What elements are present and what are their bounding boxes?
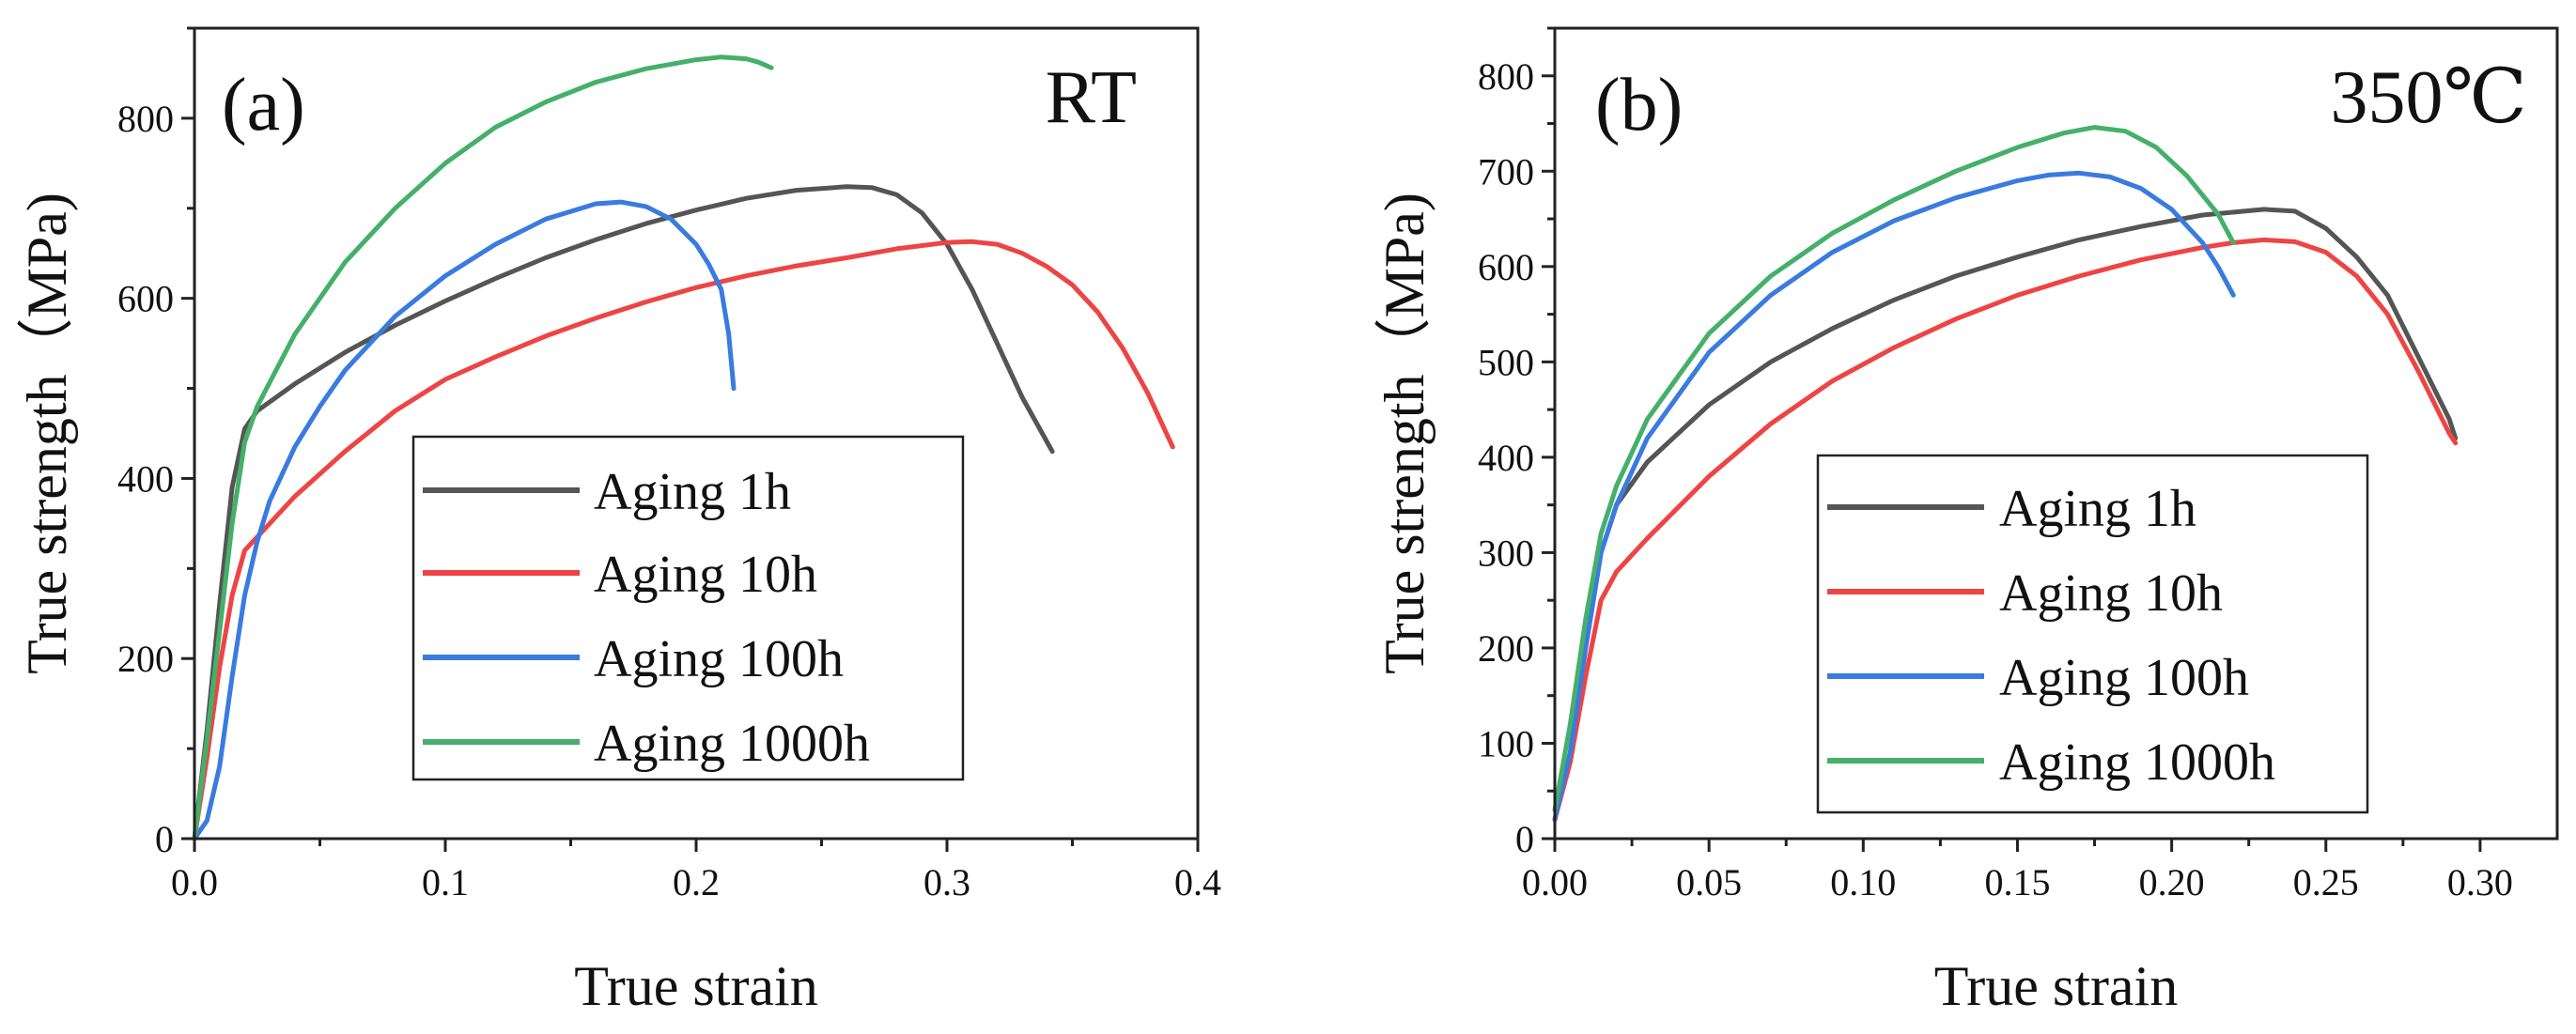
chart2-y-tick-label: 200 bbox=[1478, 627, 1534, 670]
chart2-legend-box bbox=[1816, 454, 2369, 814]
chart2-plot-frame bbox=[1553, 26, 2559, 841]
chart1-series-aging-1h bbox=[192, 184, 1055, 841]
chart1-legend: Aging 1h Aging 10h Aging 100h Aging 1000h bbox=[411, 435, 965, 781]
chart1-y-axis-title: True strength（MPa) bbox=[16, 193, 78, 674]
chart1-y-tick-label: 200 bbox=[117, 638, 174, 680]
chart1-panel-label: (a) bbox=[222, 64, 305, 147]
chart2-x-tick-label: 0.20 bbox=[2139, 861, 2205, 903]
chart2-series-aging-1000h bbox=[1552, 125, 2236, 812]
chart2-x-tick-label: 0.10 bbox=[1830, 861, 1896, 903]
chart1-series-aging-1000h bbox=[192, 54, 774, 841]
chart2-series-aging-100h bbox=[1552, 170, 2236, 823]
chart2-legend-label-aging-1000h: Aging 1000h bbox=[1999, 733, 2275, 792]
chart1-x-tick-label: 0.2 bbox=[673, 861, 720, 903]
chart1-x-tick-label: 0.1 bbox=[422, 861, 469, 903]
chart2-legend-label-aging-100h: Aging 100h bbox=[1999, 649, 2249, 707]
chart1-y-tick-label: 600 bbox=[117, 278, 174, 320]
chart1-x-tick-label: 0.0 bbox=[171, 861, 218, 903]
chart2-legend-label-aging-1h: Aging 1h bbox=[1999, 480, 2196, 538]
chart2-legend-label-aging-10h: Aging 10h bbox=[1999, 564, 2223, 623]
chart1-legend-box bbox=[411, 435, 965, 781]
chart1-y-tick-label: 800 bbox=[117, 98, 174, 140]
chart1-panel: 0.0 0.1 0.2 0.3 0.4 0 200 400 600 800 True strain T… bbox=[16, 26, 1221, 1017]
chart2-panel-label: (b) bbox=[1595, 64, 1683, 147]
chart2-x-tick-label: 0.25 bbox=[2293, 861, 2359, 903]
chart2-y-tick-label: 0 bbox=[1515, 818, 1534, 860]
chart1-legend-label-aging-1000h: Aging 1000h bbox=[594, 715, 870, 773]
chart1-series-aging-100h bbox=[192, 199, 737, 841]
chart2-y-tick-label: 100 bbox=[1478, 722, 1534, 764]
chart1-x-tick-label: 0.3 bbox=[923, 861, 970, 903]
chart2-series-group bbox=[1552, 125, 2459, 823]
chart2-x-tick-label: 0.30 bbox=[2447, 861, 2513, 903]
chart1-legend-label-aging-1h: Aging 1h bbox=[594, 463, 791, 521]
chart2-legend: Aging 1h Aging 10h Aging 100h Aging 1000h bbox=[1816, 454, 2369, 814]
chart1-condition-label: RT bbox=[1046, 56, 1137, 139]
chart2-series-aging-10h bbox=[1552, 237, 2459, 823]
chart2-y-tick-label: 500 bbox=[1478, 341, 1534, 383]
chart2-y-tick-label: 300 bbox=[1478, 532, 1534, 574]
chart1-x-axis-title: True strain bbox=[574, 955, 817, 1017]
chart2-x-tick-label: 0.00 bbox=[1522, 861, 1588, 903]
chart2-y-tick-label: 700 bbox=[1478, 150, 1534, 193]
chart2-x-tick-label: 0.05 bbox=[1676, 861, 1742, 903]
chart2-x-axis-title: True strain bbox=[1934, 955, 2178, 1017]
chart2-y-axis-title: True strength（MPa) bbox=[1373, 193, 1435, 674]
chart1-legend-label-aging-100h: Aging 100h bbox=[594, 630, 844, 688]
chart1-y-tick-label: 0 bbox=[155, 818, 174, 860]
chart2-y-tick-label: 400 bbox=[1478, 437, 1534, 479]
chart2-y-tick-label: 600 bbox=[1478, 246, 1534, 288]
chart1-x-tick-label: 0.4 bbox=[1174, 861, 1221, 903]
chart2-x-tick-label: 0.15 bbox=[1984, 861, 2050, 903]
chart2-y-tick-label: 800 bbox=[1478, 55, 1534, 98]
chart2-panel: 0.00 0.05 0.10 0.15 0.20 0.25 0.30 0 100 200 300 40… bbox=[1373, 26, 2559, 1017]
chart1-y-tick-label: 400 bbox=[117, 457, 174, 500]
chart1-series-group bbox=[192, 54, 1175, 841]
chart2-condition-label: 350℃ bbox=[2331, 56, 2528, 139]
chart1-legend-label-aging-10h: Aging 10h bbox=[594, 546, 817, 604]
